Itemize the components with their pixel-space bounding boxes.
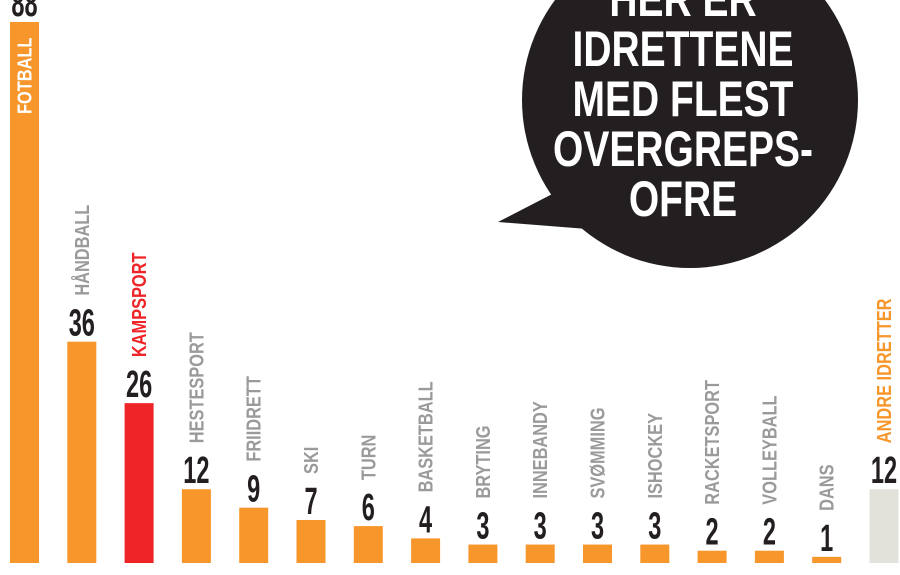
bar [411, 538, 441, 563]
bubble-text: OVERGREPS- [553, 120, 813, 177]
value-label: 36 [69, 301, 95, 344]
category-label: VOLLEYBALL [758, 396, 781, 505]
bar [869, 489, 899, 563]
category-label: BRYTING [471, 425, 494, 498]
category-label: ISHOCKEY [643, 413, 666, 499]
bar [296, 519, 326, 563]
value-label: 7 [304, 479, 317, 522]
bar [583, 544, 612, 563]
value-label: 12 [183, 448, 209, 491]
category-label: INNEBANDY [529, 401, 552, 498]
bar [468, 544, 498, 563]
category-label: RACKETSPORT [701, 380, 724, 505]
value-label: 6 [362, 485, 375, 528]
category-label: ANDRE IDRETTER [872, 299, 895, 444]
bar [124, 403, 154, 563]
value-label: 3 [648, 504, 661, 547]
value-label: 2 [706, 510, 719, 553]
value-label: 3 [591, 504, 604, 547]
bar [754, 550, 784, 563]
category-label: DANS [815, 464, 838, 510]
value-label: 4 [419, 498, 432, 541]
category-label: HÅNDBALL [70, 205, 93, 296]
category-label: SVØMMING [586, 408, 609, 499]
bar [353, 526, 383, 563]
category-label: FRIIDRETT [242, 376, 265, 462]
bar [697, 550, 727, 563]
value-label: 26 [126, 362, 152, 405]
value-label: 1 [820, 516, 833, 559]
bar [10, 22, 39, 563]
bubble-text: HER ER [609, 0, 756, 27]
category-label: SKI [299, 447, 322, 474]
bubble-text: OFRE [629, 170, 737, 227]
bubble-text: MED FLEST [573, 70, 794, 127]
bar [67, 341, 97, 563]
speech-bubble [498, 0, 858, 268]
bubble-tail [498, 190, 600, 230]
bar [181, 489, 211, 563]
bar [812, 556, 842, 563]
value-label: 9 [247, 467, 260, 510]
value-label: 88 [11, 0, 37, 24]
bar [640, 544, 670, 563]
bubble-text: IDRETTENE [573, 20, 794, 77]
value-label: 3 [476, 504, 489, 547]
value-label: 3 [534, 504, 547, 547]
category-label: KAMPSPORT [128, 253, 151, 358]
category-label: TURN [357, 435, 380, 480]
bar [525, 544, 555, 563]
value-label: 12 [871, 448, 897, 491]
value-label: 2 [763, 510, 776, 553]
category-label: FOTBALL [13, 38, 36, 114]
bubble-circle [522, 0, 858, 268]
category-label: BASKETBALL [414, 381, 437, 492]
category-label: HESTESPORT [185, 332, 208, 443]
bar [239, 507, 269, 563]
